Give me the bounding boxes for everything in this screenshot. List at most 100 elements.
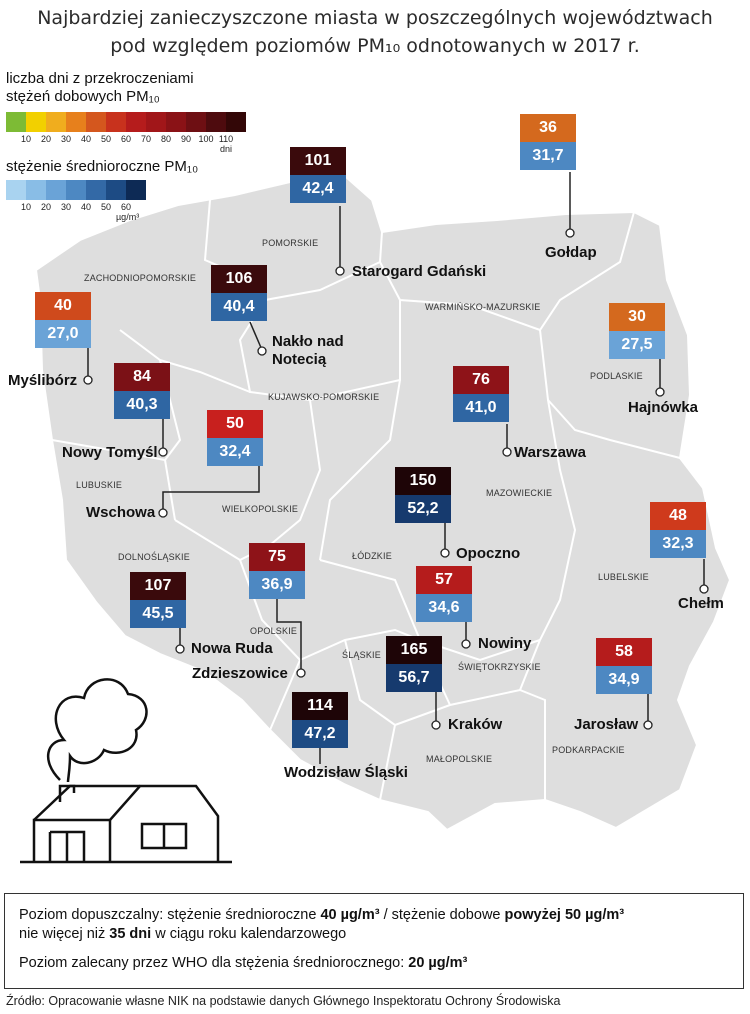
legend-days-title-line-2: stężeń dobowych PM₁₀: [6, 88, 160, 105]
note-text: Poziom zalecany przez WHO dla stężenia ś…: [19, 955, 409, 971]
note-text: / stężenie dobowe: [379, 907, 505, 923]
city-name: Wschowa: [86, 504, 156, 521]
legend-tick: 50: [100, 134, 111, 144]
mean-value: 34,9: [596, 666, 652, 694]
legend-days-swatches: [6, 112, 246, 132]
days-value: 40: [35, 292, 91, 320]
legend-tick: 110 dni: [218, 134, 234, 154]
who-note-line: Poziom zalecany przez WHO dla stężenia ś…: [19, 954, 729, 973]
region-label: POMORSKIE: [262, 238, 319, 248]
city-name: Zdzieszowice: [192, 665, 288, 682]
city-flag: 40 27,0: [35, 292, 91, 348]
region-label: WIELKOPOLSKIE: [222, 504, 299, 514]
note-text: 20 µg/m³: [408, 955, 468, 971]
city-flag: 150 52,2: [395, 467, 451, 523]
legend-tick: 30: [60, 134, 71, 144]
legend-swatch: [206, 112, 226, 132]
region-label: KUJAWSKO-POMORSKIE: [268, 392, 380, 402]
legend-swatch: [166, 112, 186, 132]
region-label: LUBUSKIE: [76, 480, 123, 490]
city-name: Opoczno: [456, 545, 521, 562]
days-value: 114: [292, 692, 348, 720]
legend-swatch: [106, 112, 126, 132]
region-label: MAŁOPOLSKIE: [426, 754, 493, 764]
city-flag: 107 45,5: [130, 572, 186, 628]
region-label: ŚLĄSKIE: [342, 650, 381, 660]
city-flag: 106 40,4: [211, 265, 267, 321]
mean-value: 42,4: [290, 175, 346, 203]
legend-tick: 60: [120, 134, 131, 144]
city-name: Chełm: [678, 595, 724, 612]
city-name: Jarosław: [574, 716, 639, 733]
region-label: MAZOWIECKIE: [486, 488, 553, 498]
house-smoke-illustration: [20, 678, 232, 864]
legend-tick: 100: [198, 134, 214, 144]
region-label: PODLASKIE: [590, 371, 643, 381]
legend-days-title-line-1: liczba dni z przekroczeniami: [6, 70, 194, 87]
source-note: Źródło: Opracowanie własne NIK na podsta…: [6, 994, 561, 1008]
city-name: Wodzisław Śląski: [284, 764, 408, 781]
city-flag: 36 31,7: [520, 114, 576, 170]
region-label: ZACHODNIOPOMORSKIE: [84, 273, 197, 283]
note-text: powyżej 50 µg/m³: [504, 907, 625, 923]
legend-tick: 20: [40, 134, 51, 144]
legend-tick: 40: [80, 202, 91, 212]
limit-note-line: Poziom dopuszczalny: stężenie średnioroc…: [19, 906, 729, 944]
city-name: Gołdap: [545, 244, 597, 261]
legend-mean-title: stężenie średnioroczne PM₁₀: [6, 158, 199, 175]
legend-mean-swatches: [6, 180, 146, 200]
legend-swatch: [46, 180, 66, 200]
poland-outline: [34, 168, 732, 832]
city-name: Myślibórz: [8, 372, 78, 389]
days-value: 30: [609, 303, 665, 331]
note-text: nie więcej niż: [19, 926, 110, 942]
days-value: 165: [386, 636, 442, 664]
city-name: Nakło nad Notecią: [272, 333, 344, 368]
city-name: Starogard Gdański: [352, 263, 487, 280]
mean-value: 27,5: [609, 331, 665, 359]
mean-value: 32,3: [650, 530, 706, 558]
days-value: 106: [211, 265, 267, 293]
legend-swatch: [126, 180, 146, 200]
mean-value: 47,2: [292, 720, 348, 748]
legend-tick: 60 µg/m³: [116, 202, 140, 222]
legend-tick: 90: [180, 134, 191, 144]
legend-tick: 70: [140, 134, 151, 144]
city-flag: 57 34,6: [416, 566, 472, 622]
city-name: Nowa Ruda: [191, 640, 273, 657]
city-flag: 76 41,0: [453, 366, 509, 422]
region-label: ŁÓDZKIE: [352, 551, 392, 561]
city-flag: 58 34,9: [596, 638, 652, 694]
title-line-1: Najbardziej zanieczyszczone miasta w pos…: [37, 7, 713, 29]
legend-tick: 30: [60, 202, 71, 212]
legend-swatch: [186, 112, 206, 132]
days-value: 107: [130, 572, 186, 600]
legend-swatch: [226, 112, 246, 132]
city-flag: 101 42,4: [290, 147, 346, 203]
region-borders: [51, 199, 681, 801]
mean-value: 56,7: [386, 664, 442, 692]
chart-title: Najbardziej zanieczyszczone miasta w pos…: [0, 4, 750, 60]
legend-tick: 10: [20, 134, 31, 144]
days-value: 58: [596, 638, 652, 666]
legend-swatch: [26, 180, 46, 200]
days-value: 36: [520, 114, 576, 142]
legend-swatch: [66, 180, 86, 200]
city-flag: 165 56,7: [386, 636, 442, 692]
mean-value: 36,9: [249, 571, 305, 599]
days-value: 75: [249, 543, 305, 571]
city-flag: 75 36,9: [249, 543, 305, 599]
days-value: 48: [650, 502, 706, 530]
note-text: Poziom dopuszczalny: stężenie średnioroc…: [19, 907, 321, 923]
legend-tick: 10: [20, 202, 31, 212]
mean-value: 27,0: [35, 320, 91, 348]
mean-value: 45,5: [130, 600, 186, 628]
legend-tick: 20: [40, 202, 51, 212]
city-flag: 84 40,3: [114, 363, 170, 419]
mean-value: 31,7: [520, 142, 576, 170]
city-flag: 50 32,4: [207, 410, 263, 466]
legend-swatch: [126, 112, 146, 132]
legend-swatch: [6, 112, 26, 132]
days-value: 76: [453, 366, 509, 394]
days-value: 101: [290, 147, 346, 175]
